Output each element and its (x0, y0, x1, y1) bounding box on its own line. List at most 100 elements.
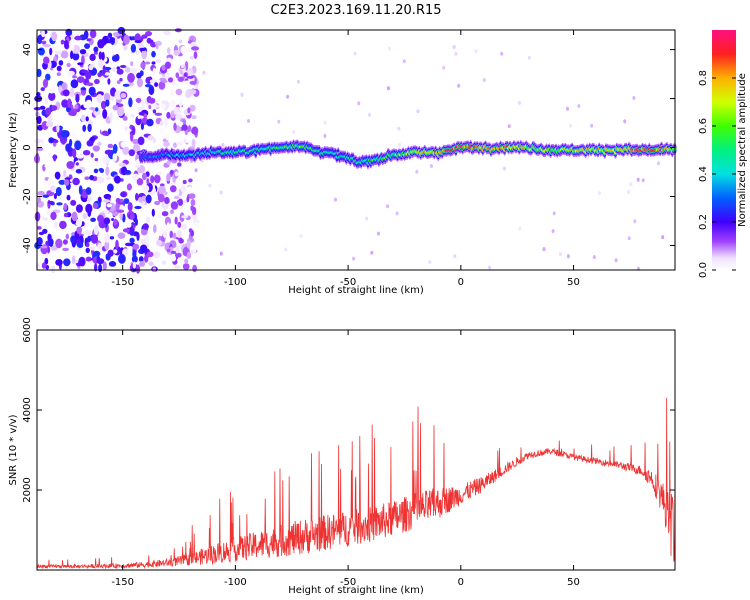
heatmap-noise-cell (40, 245, 48, 249)
heatmap-noise-cell (89, 29, 97, 39)
heatmap-noise-cell (145, 216, 151, 224)
heatmap-noise-cell (240, 92, 244, 97)
heatmap-noise-cell (189, 133, 195, 137)
heatmap-noise-cell (177, 205, 184, 210)
heatmap-noise-cell (182, 179, 187, 185)
x-tick-label: -50 (340, 277, 356, 288)
heatmap-noise-cell (62, 89, 70, 97)
heatmap-noise-cell (191, 46, 200, 51)
heatmap-noise-cell (63, 258, 71, 267)
heatmap-noise-cell (54, 120, 62, 127)
heatmap-noise-cell (92, 202, 99, 209)
heatmap-noise-cell (189, 80, 197, 85)
heatmap-noise-cell (453, 254, 457, 259)
heatmap-noise-cell (284, 247, 288, 252)
heatmap-noise-cell (170, 209, 174, 214)
heatmap-noise-cell (117, 232, 126, 239)
heatmap-noise-cell (109, 112, 113, 122)
heatmap-noise-cell (117, 26, 126, 35)
heatmap-noise-cell (103, 92, 111, 102)
heatmap-noise-cell (74, 35, 82, 41)
heatmap-noise-cell (181, 215, 189, 219)
heatmap-noise-cell (116, 80, 121, 85)
heatmap-noise-cell (116, 68, 124, 75)
heatmap-noise-cell (146, 251, 154, 258)
heatmap-noise-cell (402, 59, 406, 64)
heatmap-noise-cell (154, 82, 159, 87)
heatmap-noise-cell (500, 51, 504, 56)
heatmap-noise-cell (86, 85, 90, 92)
heatmap-noise-cell (111, 47, 115, 52)
heatmap-noise-cell (90, 152, 94, 158)
heatmap-noise-cell (174, 265, 181, 269)
heatmap-noise-cell (120, 64, 127, 69)
heatmap-noise-cell (98, 263, 103, 273)
heatmap-noise-cell (164, 72, 171, 80)
snr-background (37, 330, 675, 570)
heatmap-noise-cell (89, 53, 96, 62)
heatmap-noise-cell (55, 186, 62, 197)
heatmap-noise-cell (474, 49, 478, 54)
heatmap-noise-cell (132, 138, 140, 145)
heatmap-noise-cell (96, 141, 102, 147)
heatmap-noise-cell (97, 242, 103, 250)
heatmap-noise-cell (62, 239, 68, 245)
heatmap-noise-cell (112, 143, 118, 154)
heatmap-noise-cell (175, 245, 179, 254)
heatmap-noise-cell (128, 149, 135, 157)
y-tick-label: 40 (22, 43, 33, 56)
y-tick-label: 6000 (22, 317, 33, 342)
heatmap-noise-cell (507, 124, 511, 129)
heatmap-noise-cell (102, 65, 106, 75)
heatmap-noise-cell (37, 196, 41, 204)
heatmap-noise-cell (175, 88, 183, 96)
x-tick-label: -50 (340, 577, 356, 588)
heatmap-noise-cell (42, 78, 49, 88)
heatmap-noise-cell (126, 221, 132, 228)
heatmap-noise-cell (184, 258, 189, 264)
heatmap-noise-cell (149, 79, 157, 84)
heatmap-noise-cell (176, 141, 184, 146)
heatmap-noise-cell (54, 171, 61, 180)
heatmap-noise-cell (99, 168, 105, 173)
heatmap-noise-cell (139, 260, 146, 267)
heatmap-noise-cell (41, 40, 47, 45)
heatmap-noise-cell (103, 217, 111, 225)
heatmap-noise-cell (106, 203, 112, 208)
heatmap-noise-cell (111, 190, 116, 201)
heatmap-noise-cell (111, 55, 119, 62)
heatmap-noise-cell (145, 194, 152, 204)
heatmap-noise-cell (80, 87, 87, 91)
heatmap-noise-cell (107, 249, 114, 257)
heatmap-noise-cell (107, 128, 112, 135)
heatmap-noise-cell (177, 76, 185, 82)
heatmap-noise-cell (59, 220, 67, 230)
heatmap-noise-cell (53, 193, 58, 200)
heatmap-noise-cell (101, 51, 105, 61)
heatmap-noise-cell (55, 259, 63, 266)
heatmap-noise-cell (122, 146, 130, 155)
heatmap-noise-cell (636, 177, 640, 182)
heatmap-noise-cell (177, 198, 184, 206)
heatmap-noise-cell (144, 84, 152, 88)
heatmap-noise-cell (542, 247, 546, 252)
heatmap-noise-cell (173, 106, 179, 115)
heatmap-noise-cell (162, 230, 168, 238)
heatmap-noise-cell (102, 261, 107, 271)
heatmap-noise-cell (96, 176, 105, 184)
heatmap-noise-cell (151, 208, 155, 217)
heatmap-noise-cell (105, 99, 110, 107)
heatmap-noise-cell (128, 97, 133, 108)
heatmap-noise-cell (148, 261, 154, 267)
heatmap-noise-cell (193, 51, 198, 59)
heatmap-noise-cell (48, 88, 55, 94)
heatmap-noise-cell (190, 205, 194, 212)
heatmap-noise-cell (135, 218, 138, 226)
heatmap-noise-cell (518, 101, 521, 105)
heatmap-noise-cell (46, 116, 53, 121)
heatmap-noise-cell (34, 138, 42, 144)
heatmap-noise-cell (74, 140, 82, 151)
x-tick-label: 0 (458, 277, 464, 288)
heatmap-noise-cell (134, 205, 142, 210)
heatmap-noise-cell (112, 104, 119, 111)
